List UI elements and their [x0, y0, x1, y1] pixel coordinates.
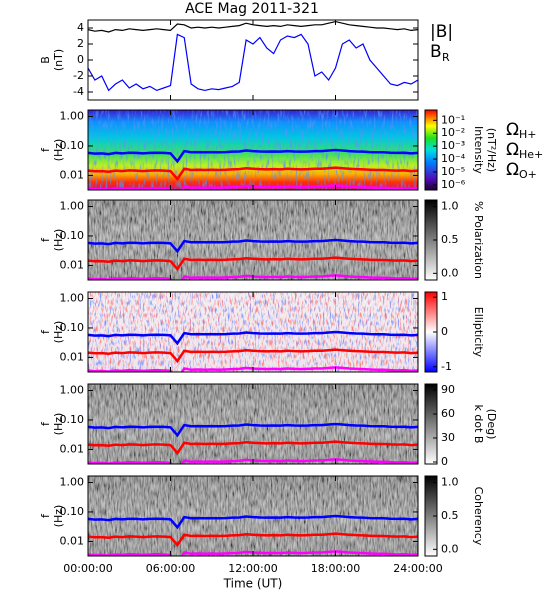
gyrofrequency-line — [88, 348, 418, 364]
colorbar-tick-label: 10⁻¹ — [441, 113, 465, 126]
y-tick-label: 0.01 — [60, 258, 85, 271]
colorbar-label: Coherency — [472, 487, 485, 546]
colorbar — [424, 383, 438, 465]
gyrofrequency-line — [88, 330, 418, 346]
x-tick-label: 00:00:00 — [63, 562, 112, 575]
y-tick-label: -2 — [73, 69, 84, 82]
y-tick-label: 0 — [77, 53, 84, 66]
legend-subscript: O+ — [519, 168, 537, 181]
y-axis-label: f — [39, 421, 52, 426]
y-axis-label: f — [39, 513, 52, 518]
colorbar — [424, 109, 438, 191]
legend-label: Ω — [506, 120, 519, 140]
colorbar-tick-label: 10⁻⁴ — [441, 152, 466, 165]
legend-subscript: R — [442, 51, 450, 64]
colorbar-tick-label: 0.5 — [441, 509, 459, 522]
colorbar-tick-label: 0.0 — [441, 542, 459, 555]
legend-label: Ω — [506, 140, 519, 160]
x-tick-label: 24:00:00 — [393, 562, 442, 575]
colorbar-tick-label: 10⁻² — [441, 126, 465, 139]
gyrofrequency-line — [88, 166, 418, 182]
y-tick-label: 0.10 — [60, 229, 85, 242]
colorbar-tick-label: -1 — [441, 360, 452, 373]
x-tick-label: 12:00:00 — [228, 562, 277, 575]
y-tick-label: 1.00 — [60, 291, 85, 304]
y-tick-label: 0.01 — [60, 168, 85, 181]
colorbar-tick-label: 90 — [441, 383, 455, 396]
legend-subscript: H+ — [519, 128, 537, 141]
y-axis-label: (Hz) — [52, 321, 65, 344]
y-axis-label: (Hz) — [52, 139, 65, 162]
y-tick-label: 0.10 — [60, 321, 85, 334]
gyrofrequency-line — [88, 422, 418, 438]
y-axis-label: B — [39, 56, 52, 64]
x-tick-label: 18:00:00 — [311, 562, 360, 575]
colorbar-tick-label: 60 — [441, 407, 455, 420]
colorbar-tick-label: 10⁻⁵ — [441, 165, 465, 178]
y-tick-label: -4 — [73, 85, 84, 98]
x-tick-label: 06:00:00 — [146, 562, 195, 575]
y-axis-label: f — [39, 237, 52, 242]
colorbar-tick-label: 1.0 — [441, 476, 459, 489]
y-axis-label: f — [39, 329, 52, 334]
y-tick-label: 1.00 — [60, 383, 85, 396]
colorbar-label: % Polarization — [472, 201, 485, 279]
legend-label: Ω — [506, 160, 519, 180]
colorbar-label: k dot B — [472, 405, 485, 444]
colorbar-label: Intensity — [472, 126, 485, 174]
colorbar-label: (nT²/Hz) — [485, 128, 498, 172]
y-tick-label: 0.01 — [60, 442, 85, 455]
y-tick-label: 4 — [77, 21, 84, 34]
y-axis-label: (nT) — [52, 49, 65, 71]
y-tick-label: 0.10 — [60, 139, 85, 152]
colorbar-tick-label: 10⁻³ — [441, 139, 465, 152]
y-tick-label: 1.00 — [60, 475, 85, 488]
colorbar-tick-label: 1.0 — [441, 200, 459, 213]
colorbar-tick-label: 30 — [441, 431, 455, 444]
gyrofrequency-line — [88, 148, 418, 164]
colorbar-tick-label: 0 — [441, 325, 448, 338]
legend-subscript: He+ — [519, 148, 543, 161]
x-axis-label: Time (UT) — [223, 577, 283, 591]
series-line — [88, 33, 418, 92]
gyrofrequency-line — [88, 238, 418, 254]
plot-frame — [87, 19, 419, 101]
colorbar-tick-label: 10⁻⁶ — [441, 178, 466, 191]
colorbar-tick-label: 1 — [441, 290, 448, 303]
y-tick-label: 0.10 — [60, 505, 85, 518]
y-tick-label: 1.00 — [60, 109, 85, 122]
gyrofrequency-line — [88, 514, 418, 530]
colorbar-label: (Deg) — [485, 409, 498, 440]
y-axis-label: (Hz) — [52, 505, 65, 528]
y-tick-label: 2 — [77, 37, 84, 50]
colorbar-tick-label: 0 — [441, 455, 448, 468]
gyrofrequency-line — [88, 440, 418, 456]
colorbar-tick-label: 0.0 — [441, 266, 459, 279]
y-axis-label: (Hz) — [52, 229, 65, 252]
gyrofrequency-line — [88, 532, 418, 548]
colorbar-tick-label: 0.5 — [441, 233, 459, 246]
y-tick-label: 0.10 — [60, 413, 85, 426]
chart-title: ACE Mag 2011-321 — [185, 1, 319, 17]
legend-label: |B| — [430, 22, 453, 42]
legend-label: B — [430, 42, 442, 62]
y-axis-label: (Hz) — [52, 413, 65, 436]
colorbar-label: Ellipticity — [472, 307, 485, 358]
gyrofrequency-line — [88, 256, 418, 272]
y-tick-label: 0.01 — [60, 534, 85, 547]
y-axis-label: f — [39, 147, 52, 152]
y-tick-label: 0.01 — [60, 350, 85, 363]
y-tick-label: 1.00 — [60, 199, 85, 212]
